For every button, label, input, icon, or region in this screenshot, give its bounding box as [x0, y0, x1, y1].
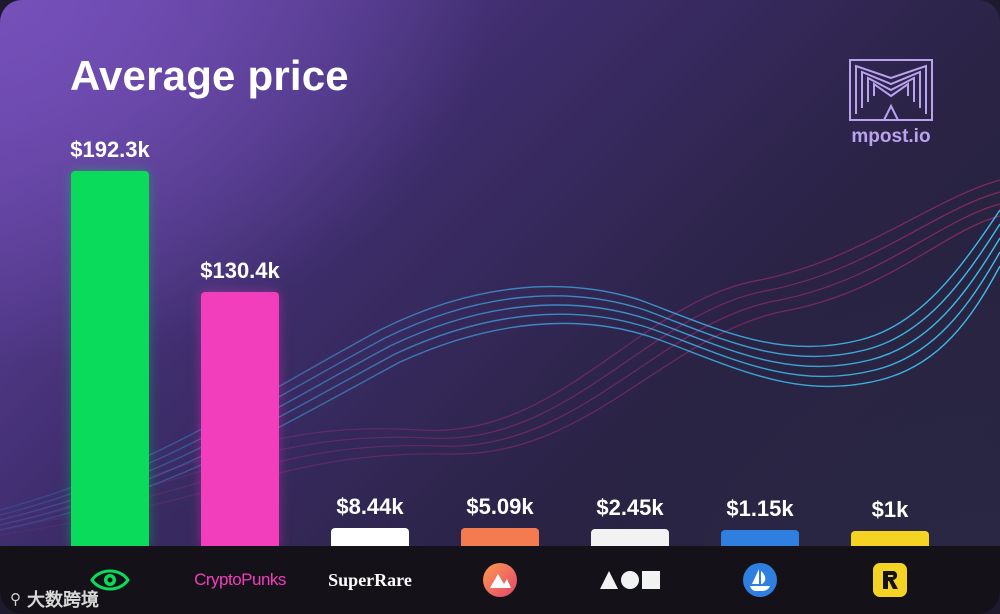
mountain-circle-icon — [483, 563, 517, 597]
bar-value-label-3: $8.44k — [336, 493, 404, 519]
watermark-logo-icon: ⚲ — [10, 591, 21, 608]
bar-value-label-6: $1.15k — [726, 496, 794, 521]
platform-strip: CryptoPunks SuperRare — [0, 546, 1000, 614]
bar-value-label-5: $2.45k — [596, 495, 664, 521]
eye-icon — [90, 569, 130, 591]
bar-value-label-7: $1k — [871, 496, 909, 522]
platform-r — [825, 546, 955, 614]
cryptopunks-label: CryptoPunks — [194, 570, 286, 589]
bar-1 — [71, 171, 149, 546]
bar-7 — [851, 530, 929, 546]
triangle-circle-square-icon — [600, 571, 660, 589]
bar-3 — [331, 527, 409, 546]
mpost-logo-icon — [849, 59, 933, 121]
superrare-label: SuperRare — [328, 569, 412, 590]
platform-foundation — [565, 546, 695, 614]
platform-opensea — [695, 546, 825, 614]
bar-4 — [461, 528, 539, 546]
platform-eye — [45, 546, 175, 614]
watermark: ⚲ 大数跨境 — [10, 586, 99, 612]
platform-mountain — [435, 546, 565, 614]
chart-title: Average price — [70, 52, 349, 99]
brand-name: mpost.io — [851, 126, 931, 147]
platform-superrare: SuperRare — [305, 546, 435, 614]
platform-cryptopunks: CryptoPunks — [175, 546, 305, 614]
watermark-text: 大数跨境 — [27, 590, 99, 610]
bar-6 — [721, 530, 799, 546]
bar-area: $192.3k $130.4k $8.44k $5.09k $2.45k $1.15k $1… — [70, 137, 929, 546]
bar-2 — [201, 291, 279, 546]
r-square-icon — [873, 563, 907, 597]
bar-5 — [591, 529, 669, 546]
sailboat-circle-icon — [743, 563, 777, 597]
bar-value-label-4: $5.09k — [466, 494, 534, 520]
bar-value-label-2: $130.4k — [200, 257, 280, 283]
bar-value-label-1: $192.3k — [70, 137, 150, 162]
